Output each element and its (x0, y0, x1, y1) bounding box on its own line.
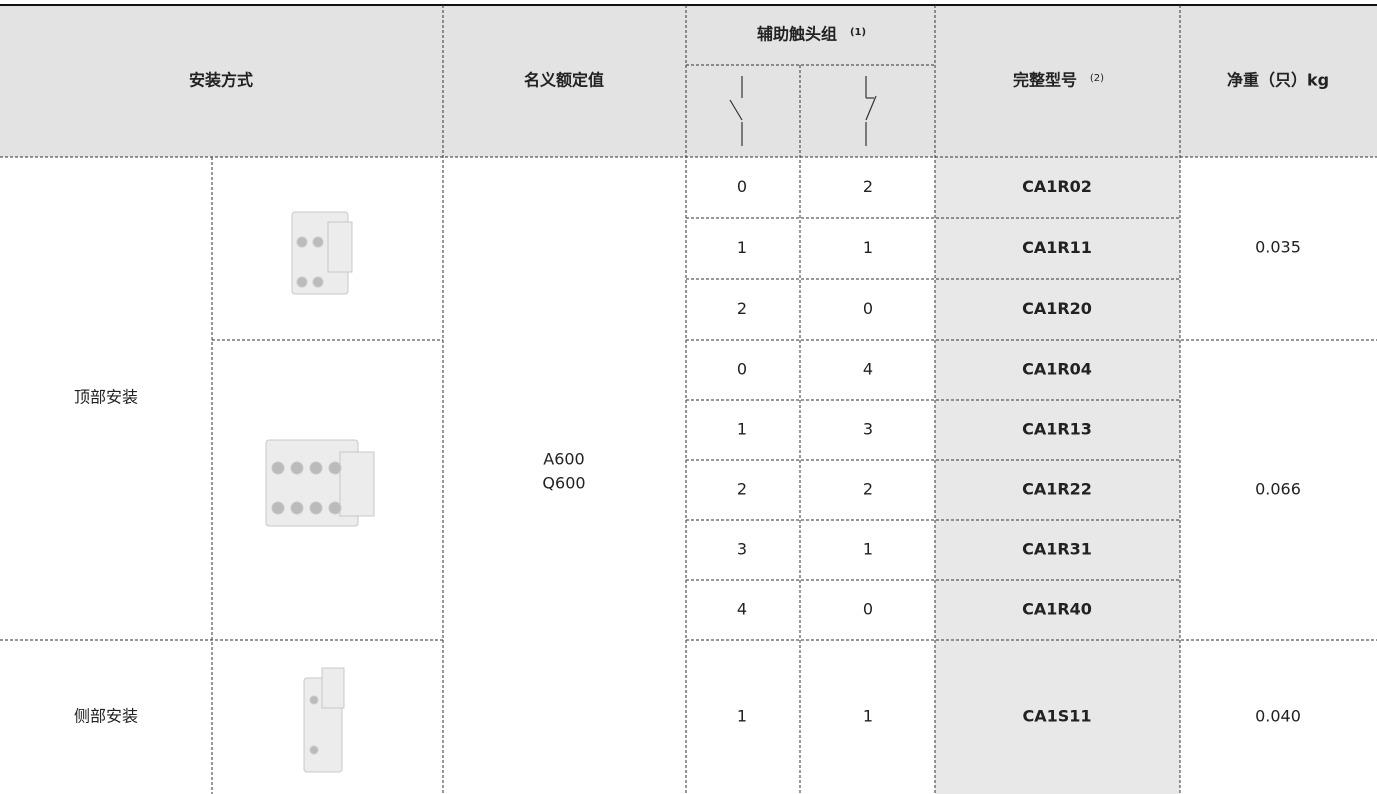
nc-count: 2 (863, 480, 873, 499)
header-cell: 安装方式 (189, 71, 253, 90)
model-number: CA1R04 (1022, 360, 1092, 379)
weight: 0.040 (1255, 707, 1301, 726)
body-rows: 0 2 CA1R02 1 1 CA1R11 2 0 CA1R20 0 4 CA1R04 1 3 CA1R13… (737, 177, 1092, 726)
no-count: 2 (737, 299, 747, 318)
model-number: CA1R40 (1022, 600, 1092, 619)
nc-count: 1 (863, 238, 873, 257)
nc-count: 2 (863, 177, 873, 196)
mount-type: 顶部安装 (74, 388, 138, 407)
model-number: CA1R31 (1022, 540, 1092, 559)
no-count: 1 (737, 420, 747, 439)
nc-count: 0 (863, 299, 873, 318)
nc-count: 1 (863, 707, 873, 726)
model-number: CA1R11 (1022, 238, 1092, 257)
weight: 0.035 (1255, 238, 1301, 257)
no-count: 0 (737, 360, 747, 379)
grid-lines (0, 5, 1377, 794)
header-cell: 净重（只）kg (1227, 71, 1329, 90)
nc-contact-symbol (865, 76, 877, 146)
nc-count: 0 (863, 600, 873, 619)
weight: 0.066 (1255, 480, 1301, 499)
no-count: 0 (737, 177, 747, 196)
footnote-ref: (2) (1090, 73, 1104, 84)
model-number: CA1R02 (1022, 177, 1092, 196)
product-image (265, 439, 375, 527)
no-count: 3 (737, 540, 747, 559)
nc-count: 3 (863, 420, 873, 439)
mount-type: 侧部安装 (74, 707, 138, 726)
no-contact-symbol (729, 76, 743, 146)
model-number: CA1R20 (1022, 299, 1092, 318)
no-count: 2 (737, 480, 747, 499)
header-cell: 名义额定值 (524, 71, 604, 90)
header-cell: 辅助触头组 (757, 25, 837, 44)
header-bg (0, 5, 1377, 157)
header-cell: 完整型号 (1013, 71, 1077, 90)
model-number: CA1R22 (1022, 480, 1092, 499)
no-count: 1 (737, 707, 747, 726)
model-number: CA1S11 (1022, 707, 1091, 726)
model-number: CA1R13 (1022, 420, 1092, 439)
nc-count: 4 (863, 360, 873, 379)
no-count: 1 (737, 238, 747, 257)
rating: Q600 (542, 474, 585, 493)
model-column-bg (935, 157, 1180, 794)
product-image (291, 211, 353, 295)
no-count: 4 (737, 600, 747, 619)
rating: A600 (543, 450, 584, 469)
footnote-ref: (1) (850, 27, 866, 38)
nc-count: 1 (863, 540, 873, 559)
product-image (303, 667, 345, 773)
